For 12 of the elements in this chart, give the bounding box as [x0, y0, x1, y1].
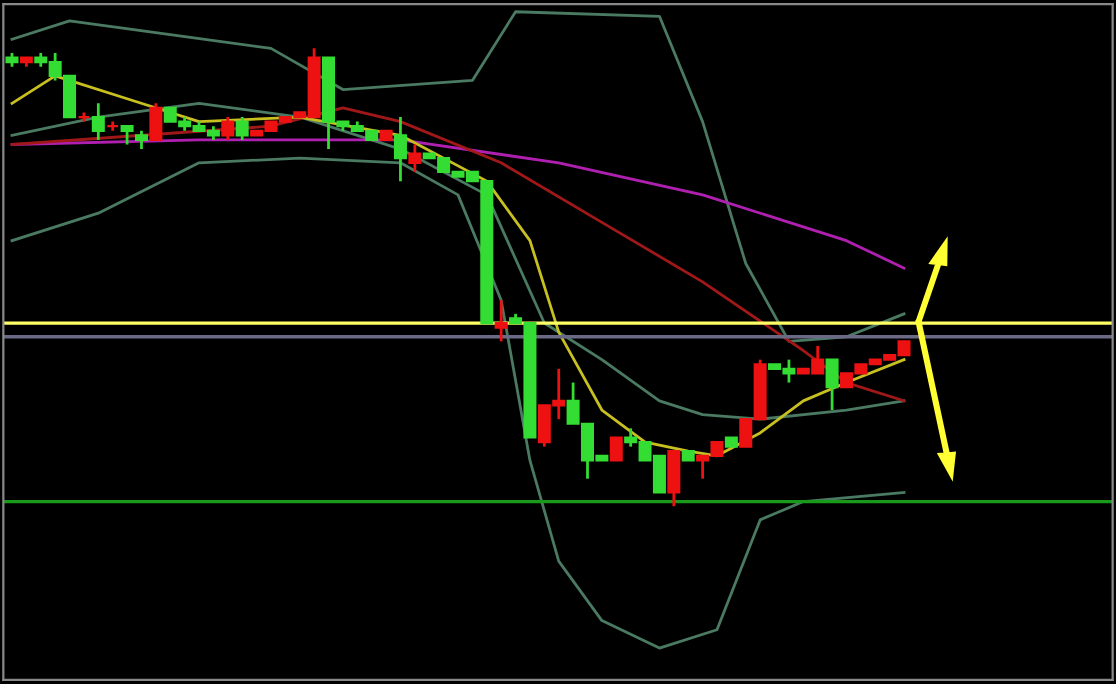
- candlestick: [393, 115, 407, 183]
- candlestick: [825, 358, 839, 412]
- candlestick: [91, 101, 105, 142]
- candlestick: [134, 129, 148, 151]
- candlestick: [408, 143, 422, 174]
- candlestick: [221, 115, 235, 142]
- candlestick: [149, 101, 163, 142]
- candlestick: [120, 124, 134, 146]
- candlestick: [609, 436, 623, 462]
- candlestick: [667, 449, 681, 508]
- candlestick: [494, 298, 508, 343]
- candlestick: [235, 115, 249, 142]
